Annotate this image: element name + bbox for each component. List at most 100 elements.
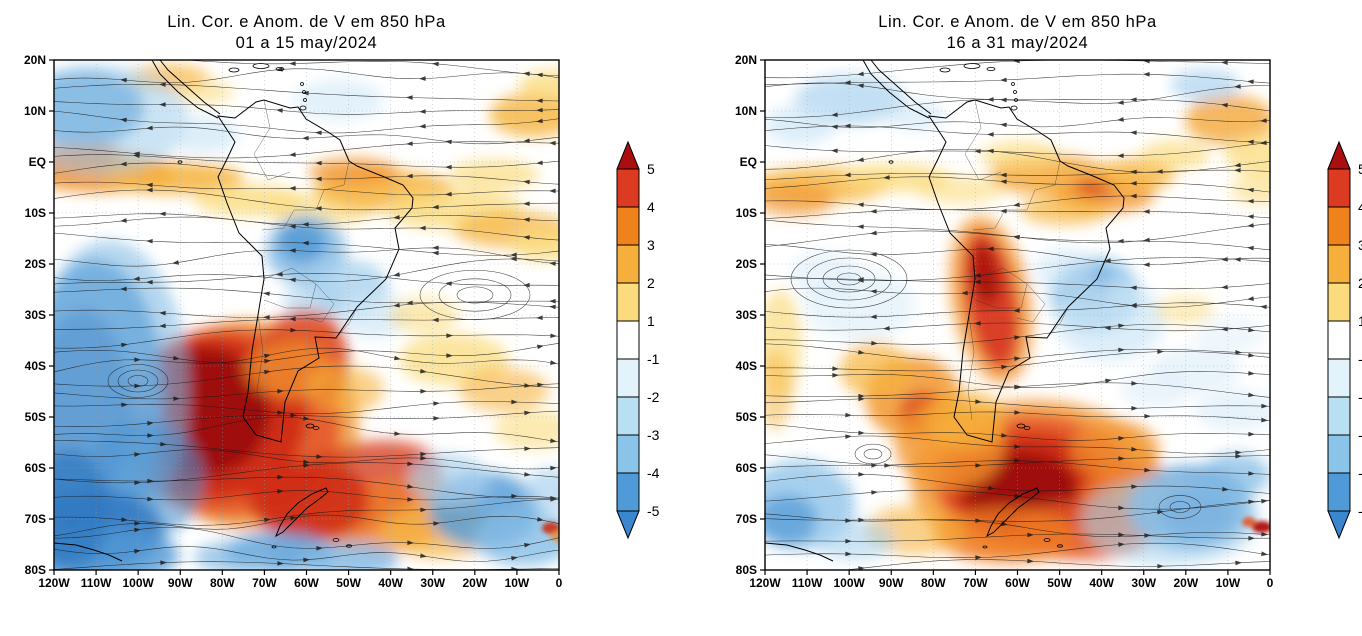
- y-tick-label: 20S: [24, 257, 46, 272]
- panel-title-2: Lin. Cor. e Anom. de V em 850 hPa: [878, 13, 1157, 31]
- y-tick-label: 20S: [735, 257, 757, 272]
- colorbar-tick-label: 1: [1358, 313, 1362, 329]
- colorbar-triangle-top: [1327, 140, 1351, 170]
- anomaly-shading: [765, 69, 1270, 566]
- panel-title-1: Lin. Cor. e Anom. de V em 850 hPa: [167, 13, 446, 31]
- x-tick-label: 0: [1266, 576, 1274, 591]
- panel-first-half: Lin. Cor. e Anom. de V em 850 hPa 01 a 1…: [14, 12, 562, 594]
- colorbar-segment: [1327, 396, 1351, 436]
- coastline: [53, 59, 414, 562]
- colorbar-tick-label: -3: [647, 427, 660, 443]
- x-axis-labels-1: 120W 110W 100W 90W 80W 70W 60W 50W 40W 30W 20W 10W 0: [38, 576, 562, 594]
- axis-ticks: [49, 59, 560, 576]
- panel-title-block-2: Lin. Cor. e Anom. de V em 850 hPa 16 a 3…: [765, 12, 1270, 53]
- map-canvas-first-half: [49, 59, 560, 576]
- colorbar-tick-label: -5: [1358, 503, 1362, 519]
- colorbar-triangle-bottom: [616, 510, 640, 540]
- coastline: [764, 59, 1125, 562]
- x-tick-label: 80W: [920, 576, 946, 591]
- colorbar-triangle-top: [616, 140, 640, 170]
- colorbar-segment: [1327, 320, 1351, 360]
- colorbar-segment: [1327, 282, 1351, 322]
- x-tick-label: 90W: [167, 576, 193, 591]
- x-tick-label: 10W: [1215, 576, 1241, 591]
- x-tick-label: 40W: [378, 576, 403, 591]
- colorbar-tick-label: -4: [1358, 465, 1362, 481]
- colorbar-segment: [616, 168, 640, 208]
- y-tick-label: 50S: [24, 410, 46, 425]
- colorbar-tick-label: 3: [647, 237, 655, 253]
- colorbar-segment: [1327, 358, 1351, 398]
- country-borders: [964, 100, 1069, 421]
- y-tick-label: EQ: [28, 155, 46, 170]
- colorbar-tick-label: 1: [647, 313, 655, 329]
- x-tick-label: 50W: [1047, 576, 1072, 591]
- x-tick-label: 20W: [1173, 576, 1199, 591]
- graticule: [54, 60, 559, 571]
- x-tick-label: 60W: [294, 576, 319, 591]
- y-tick-label: 60S: [735, 461, 757, 476]
- colorbar-tick-label: -4: [647, 465, 660, 481]
- x-tick-label: 100W: [122, 576, 154, 591]
- map-plot-1: [49, 59, 560, 576]
- colorbar-tick-label: 4: [1358, 199, 1362, 215]
- panel-subtitle-1: 01 a 15 may/2024: [235, 33, 378, 52]
- x-tick-label: 40W: [1089, 576, 1114, 591]
- colorbar-labels: 5 4 3 2 1 -1 -2 -3 -4 -5: [1358, 161, 1362, 519]
- x-tick-label: 120W: [749, 576, 781, 591]
- y-tick-label: 40S: [735, 359, 757, 374]
- y-tick-label: 30S: [24, 308, 46, 323]
- y-tick-label: 80S: [735, 563, 757, 578]
- x-tick-label: 110W: [80, 576, 112, 591]
- x-tick-label: 30W: [1131, 576, 1157, 591]
- colorbar-tick-label: 4: [647, 199, 655, 215]
- x-tick-label: 70W: [252, 576, 277, 591]
- colorbar-tick-label: -1: [647, 351, 660, 367]
- y-tick-label: 30S: [735, 308, 757, 323]
- y-tick-label: 80S: [24, 563, 46, 578]
- colorbar-segment: [1327, 434, 1351, 474]
- y-tick-label: 20N: [23, 53, 46, 68]
- y-tick-label: 10S: [24, 206, 46, 221]
- colorbar-segment: [616, 244, 640, 284]
- colorbar-segment: [616, 206, 640, 246]
- colorbar-segment: [616, 320, 640, 360]
- map-plot-2: [760, 59, 1271, 576]
- x-tick-label: 10W: [504, 576, 530, 591]
- x-tick-label: 100W: [833, 576, 865, 591]
- colorbar-tick-label: 5: [647, 161, 655, 177]
- colorbar-segment: [1327, 206, 1351, 246]
- colorbar-2: 5 4 3 2 1 -1 -2 -3 -4 -5: [1327, 140, 1362, 540]
- graticule: [765, 60, 1270, 571]
- streamlines: [54, 60, 559, 571]
- y-tick-label: 60S: [24, 461, 46, 476]
- colorbar-tick-label: -3: [1358, 427, 1362, 443]
- colorbar-1: 5 4 3 2 1 -1 -2 -3 -4 -5: [616, 140, 660, 540]
- colorbar-tick-label: -2: [647, 389, 660, 405]
- colorbar-segment: [1327, 168, 1351, 208]
- colorbar-segment: [1327, 244, 1351, 284]
- colorbar-tick-label: -1: [1358, 351, 1362, 367]
- y-axis-labels-2: 20N 10N EQ 10S 20S 30S 40S 50S 60S 70S 80S: [725, 53, 765, 577]
- colorbar-segment: [616, 396, 640, 436]
- y-tick-label: 70S: [24, 512, 46, 527]
- colorbar-labels: 5 4 3 2 1 -1 -2 -3 -4 -5: [647, 161, 660, 519]
- colorbar-segment: [616, 434, 640, 474]
- colorbar-segment: [1327, 472, 1351, 512]
- x-tick-label: 0: [555, 576, 563, 591]
- x-tick-label: 20W: [462, 576, 488, 591]
- map-canvas-second-half: [760, 59, 1271, 576]
- x-tick-label: 50W: [336, 576, 361, 591]
- y-tick-label: 10S: [735, 206, 757, 221]
- country-borders: [253, 100, 358, 421]
- x-tick-label: 80W: [209, 576, 235, 591]
- y-tick-label: 40S: [24, 359, 46, 374]
- colorbar-tick-label: -5: [647, 503, 660, 519]
- x-tick-label: 30W: [420, 576, 446, 591]
- colorbar-segment: [616, 472, 640, 512]
- panel-title-block-1: Lin. Cor. e Anom. de V em 850 hPa 01 a 1…: [54, 12, 559, 53]
- x-tick-label: 110W: [791, 576, 823, 591]
- y-tick-label: 70S: [735, 512, 757, 527]
- x-tick-label: 70W: [963, 576, 988, 591]
